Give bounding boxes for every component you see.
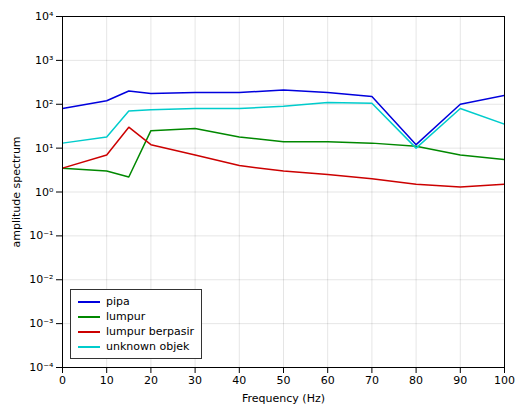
svg-text:amplitude spectrum: amplitude spectrum <box>10 136 23 247</box>
svg-text:10⁴: 10⁴ <box>35 10 54 23</box>
svg-text:10⁻²: 10⁻² <box>29 273 53 286</box>
svg-text:0: 0 <box>59 374 66 387</box>
svg-text:10⁰: 10⁰ <box>35 186 54 199</box>
html-text:pipa: pipa <box>106 295 130 308</box>
svg-text:10¹: 10¹ <box>35 142 53 155</box>
svg-text:100: 100 <box>494 374 515 387</box>
svg-text:30: 30 <box>188 374 202 387</box>
svg-text:90: 90 <box>453 374 467 387</box>
html-text:unknown objek: unknown objek <box>106 340 190 353</box>
svg-text:10⁻³: 10⁻³ <box>29 317 53 330</box>
svg-text:20: 20 <box>144 374 158 387</box>
svg-text:10³: 10³ <box>35 54 53 67</box>
svg-text:10²: 10² <box>35 98 53 111</box>
svg-text:10⁻⁴: 10⁻⁴ <box>29 361 54 374</box>
svg-text:Frequency (Hz): Frequency (Hz) <box>242 392 325 405</box>
svg-text:50: 50 <box>277 374 291 387</box>
svg-text:10: 10 <box>100 374 114 387</box>
svg-text:40: 40 <box>232 374 246 387</box>
svg-text:80: 80 <box>409 374 423 387</box>
svg-text:60: 60 <box>321 374 335 387</box>
svg-text:10⁻¹: 10⁻¹ <box>29 229 53 242</box>
svg-text:70: 70 <box>365 374 379 387</box>
html-text:lumpur: lumpur <box>106 310 146 323</box>
html-text:lumpur berpasir: lumpur berpasir <box>106 325 194 338</box>
